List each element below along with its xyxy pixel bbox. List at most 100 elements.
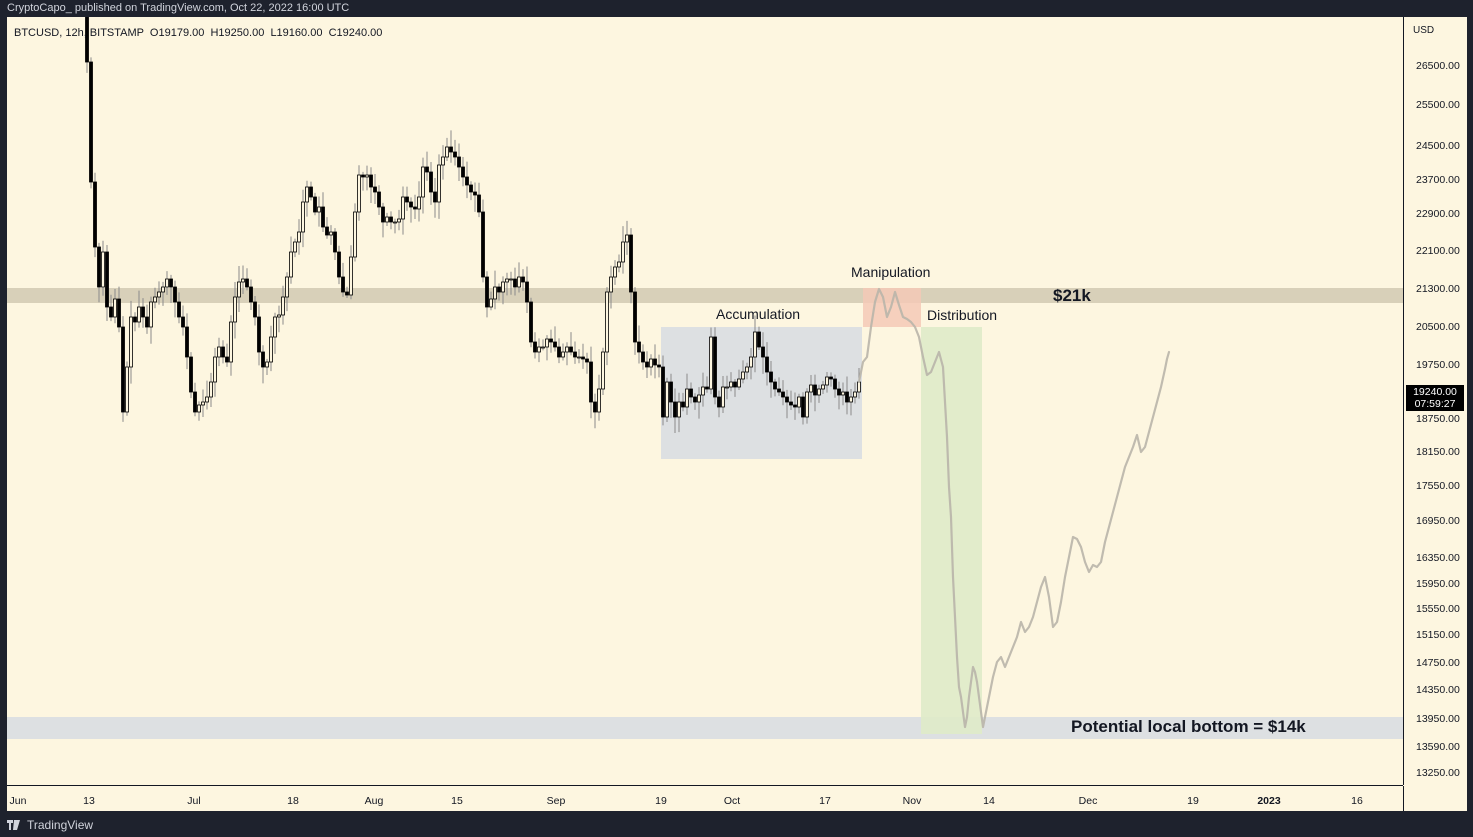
candle-bearish: [837, 388, 841, 396]
candle-bearish: [681, 401, 685, 408]
candle-bullish: [849, 396, 853, 403]
price-tick-label: 18750.00: [1416, 413, 1460, 425]
candle-bearish: [557, 346, 561, 358]
candle-bearish: [89, 61, 93, 183]
brand-name: TradingView: [27, 818, 94, 832]
candle-bullish: [721, 386, 725, 408]
candle-bearish: [713, 336, 717, 398]
symbol-label: BTCUSD, 12h, BITSTAMP: [14, 27, 144, 39]
candle-bearish: [85, 17, 89, 63]
candle-bearish: [313, 196, 317, 213]
candle-bullish: [201, 401, 205, 406]
time-tick-label: 17: [819, 795, 831, 807]
price-tick-label: 17550.00: [1416, 480, 1460, 492]
candle-bullish: [517, 276, 521, 288]
candle-bullish: [609, 276, 613, 293]
price-tick-label: 22900.00: [1416, 208, 1460, 220]
candle-bullish: [401, 196, 405, 220]
candle-bullish: [269, 336, 273, 363]
tradingview-brand[interactable]: TradingView: [7, 818, 93, 832]
candle-bullish: [281, 296, 285, 316]
candle-bearish: [801, 396, 805, 418]
candle-bearish: [497, 286, 501, 293]
candle-bullish: [565, 346, 569, 353]
candle-bearish: [581, 356, 585, 360]
candle-bullish: [293, 241, 297, 253]
candle-bearish: [529, 301, 533, 343]
candle-bearish: [373, 186, 377, 193]
price-tick-label: 14750.00: [1416, 657, 1460, 669]
candle-bullish: [617, 261, 621, 268]
candle-bearish: [733, 381, 737, 388]
time-axis[interactable]: Jun 13 Jul 18 Aug 15 Sep 19 Oct 17 Nov 14 Dec 19 2023 1…: [7, 785, 1404, 812]
price-tick-label: 13950.00: [1416, 713, 1460, 725]
candle-bearish: [105, 251, 109, 308]
candle-bullish: [113, 298, 117, 318]
candle-bearish: [185, 326, 189, 358]
candle-bullish: [501, 281, 505, 293]
accumulation-label: Accumulation: [716, 306, 801, 322]
price-tick-label: 14350.00: [1416, 684, 1460, 696]
candle-bullish: [649, 358, 653, 368]
candle-bullish: [393, 221, 397, 224]
candle-bearish: [833, 378, 837, 390]
candle-bullish: [541, 346, 545, 349]
candle-bearish: [245, 278, 249, 288]
chart-pane[interactable]: BTCUSD, 12h, BITSTAMP O19179.00 H19250.0…: [7, 17, 1403, 785]
candle-bullish: [397, 218, 401, 223]
price-chart[interactable]: [7, 17, 1403, 785]
candle-bearish: [657, 364, 661, 368]
candle-bearish: [425, 166, 429, 173]
candle-bearish: [413, 206, 417, 210]
candle-bullish: [625, 234, 629, 243]
ohlc-low: L19160.00: [270, 27, 323, 39]
candle-bullish: [445, 146, 449, 158]
price-tick-label: 15950.00: [1416, 578, 1460, 590]
candle-bullish: [417, 196, 421, 210]
candle-bearish: [249, 286, 253, 303]
candle-bullish: [349, 256, 353, 296]
candle-bullish: [125, 366, 129, 413]
candle-bullish: [677, 401, 681, 418]
candle-bearish: [193, 391, 197, 413]
candle-bullish: [697, 394, 701, 403]
level-21k-band: [7, 288, 1403, 303]
candle-bullish: [725, 386, 729, 389]
price-axis[interactable]: USD 19240.00 07:59:27 26500.00 25500.00 24…: [1403, 17, 1468, 785]
price-tick-label: 19750.00: [1416, 359, 1460, 371]
time-tick-label: 19: [1187, 795, 1199, 807]
candle-bullish: [805, 391, 809, 418]
projected-price-path: [857, 287, 1171, 729]
candle-bearish: [653, 358, 657, 366]
candle-bullish: [157, 291, 161, 298]
candle-bearish: [717, 396, 721, 408]
time-tick-label: 2023: [1257, 795, 1281, 807]
candle-bullish: [273, 316, 277, 338]
candle-bullish: [385, 216, 389, 223]
candle-bearish: [781, 391, 785, 398]
candle-bullish: [153, 296, 157, 303]
candle-bullish: [137, 306, 141, 323]
candle-bearish: [369, 174, 373, 188]
candle-bearish: [645, 361, 649, 368]
price-tick-label: 16350.00: [1416, 552, 1460, 564]
candle-bullish: [665, 381, 669, 418]
candle-bearish: [409, 201, 413, 208]
time-tick-label: 18: [287, 795, 299, 807]
candle-bearish: [525, 281, 529, 303]
candle-bullish: [809, 384, 813, 393]
price-tick-label: 23700.00: [1416, 174, 1460, 186]
tradingview-logo-icon: [7, 820, 20, 830]
candle-bearish: [773, 381, 777, 390]
candle-bearish: [761, 346, 765, 358]
candle-bearish: [405, 196, 409, 203]
time-tick-label: Jun: [9, 795, 27, 807]
candle-bearish: [121, 326, 125, 413]
candle-bearish: [533, 341, 537, 353]
time-tick-label: Sep: [546, 795, 566, 807]
candle-bullish: [297, 231, 301, 243]
candle-bullish: [165, 278, 169, 288]
time-tick-label: 16: [1351, 795, 1363, 807]
candle-bearish: [225, 356, 229, 363]
candle-bearish: [453, 151, 457, 158]
